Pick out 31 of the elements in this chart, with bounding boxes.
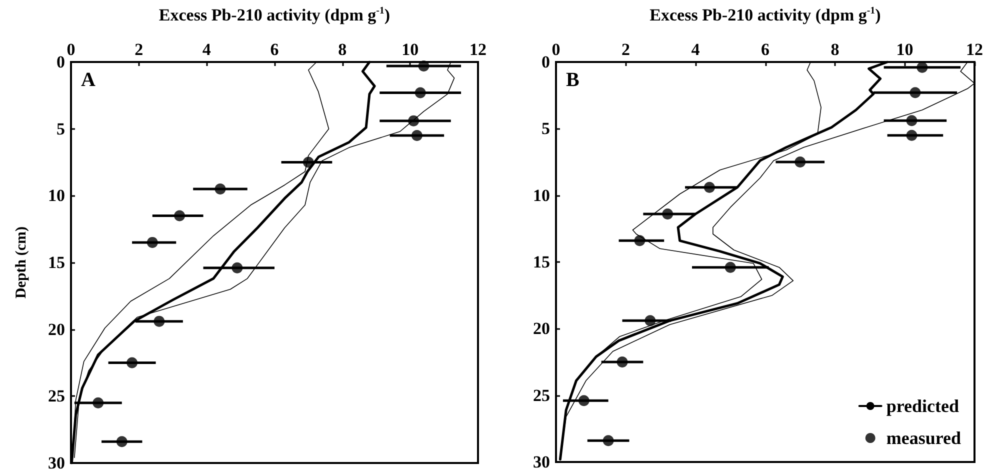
x-tick-label: 6 bbox=[761, 40, 770, 59]
x-tick-label: 12 bbox=[966, 40, 983, 59]
y-tick-label: 20 bbox=[533, 319, 550, 338]
x-tick-label: 2 bbox=[134, 40, 144, 59]
annotation: B bbox=[566, 69, 580, 91]
x-tick-label: 8 bbox=[830, 40, 840, 59]
y-axis-title: Depth (cm) bbox=[14, 226, 30, 299]
y-tick-label: 0 bbox=[56, 52, 65, 72]
y-tick-label: 30 bbox=[48, 454, 65, 472]
y-tick-label: 15 bbox=[48, 253, 65, 272]
x-tick-label: 2 bbox=[622, 40, 630, 59]
y-tick-label: 20 bbox=[48, 320, 65, 339]
x-tick-label: 8 bbox=[338, 40, 347, 59]
x-tick-label: 4 bbox=[202, 40, 212, 59]
y-tick-label: 15 bbox=[533, 252, 550, 272]
y-tick-label: 25 bbox=[48, 386, 65, 406]
x-tick-label: 12 bbox=[470, 40, 486, 59]
y-tick-label: 0 bbox=[542, 52, 550, 72]
x-tick-label: 10 bbox=[896, 40, 914, 59]
legend-label: predicted bbox=[886, 396, 960, 416]
y-tick-label: 10 bbox=[48, 186, 65, 206]
y-tick-label: 10 bbox=[533, 186, 550, 205]
x-tick-label: 6 bbox=[270, 40, 279, 59]
y-tick-label: 5 bbox=[542, 119, 550, 138]
annotation: A bbox=[81, 69, 96, 91]
y-tick-label: 5 bbox=[56, 119, 65, 138]
x-tick-label: 10 bbox=[402, 40, 419, 59]
y-tick-label: 30 bbox=[533, 452, 550, 472]
x-tick-label: 4 bbox=[691, 40, 700, 59]
y-tick-label: 25 bbox=[533, 386, 550, 405]
legend-label: measured bbox=[886, 428, 962, 448]
